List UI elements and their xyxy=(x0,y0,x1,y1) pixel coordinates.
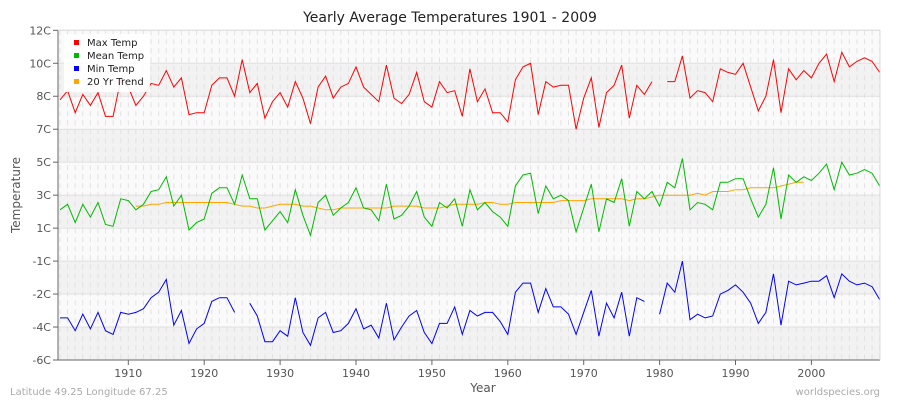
legend-swatch xyxy=(74,66,79,71)
y-tick-label: 12C xyxy=(29,24,51,37)
x-tick-label: 1920 xyxy=(190,367,218,380)
x-tick-label: 1960 xyxy=(494,367,522,380)
mean-temp-line xyxy=(59,158,881,238)
y-tick-label: -4C xyxy=(32,321,51,334)
x-tick-label: 2000 xyxy=(797,367,825,380)
chart-title: Yearly Average Temperatures 1901 - 2009 xyxy=(302,10,597,26)
y-axis-label: Temperature xyxy=(9,157,23,234)
y-tick-label: 1C xyxy=(36,222,51,235)
max-temp-line xyxy=(667,50,881,113)
x-tick-label: 1940 xyxy=(342,367,370,380)
20-yr-trend-line xyxy=(135,181,804,211)
series-lines xyxy=(59,50,881,347)
legend-swatch xyxy=(74,79,79,84)
y-tick-label: 8C xyxy=(36,90,51,103)
min-temp-line xyxy=(249,282,645,347)
legend: Max Temp Mean Temp Min Temp 20 Yr Trend xyxy=(64,34,150,92)
max-temp-line xyxy=(59,59,653,130)
x-tick-label: 1910 xyxy=(114,367,142,380)
y-tick-label: -6C xyxy=(32,354,51,367)
y-tick-label: 7C xyxy=(36,123,51,136)
legend-label: Mean Temp xyxy=(87,51,144,62)
x-tick-label: 1990 xyxy=(722,367,750,380)
legend-label: 20 Yr Trend xyxy=(87,77,144,88)
footer-location: Latitude 49.25 Longitude 67.25 xyxy=(10,387,168,398)
y-tick-label: 3C xyxy=(36,189,51,202)
x-tick-label: 1980 xyxy=(646,367,674,380)
min-temp-line xyxy=(659,260,881,326)
x-axis-label: Year xyxy=(469,381,495,395)
footer-source[interactable]: worldspecies.org xyxy=(796,387,880,398)
legend-label: Min Temp xyxy=(87,64,135,75)
y-tick-label: 10C xyxy=(29,57,51,70)
legend-swatch xyxy=(74,40,79,45)
min-temp-line xyxy=(60,277,236,345)
x-tick-label: 1950 xyxy=(418,367,446,380)
y-tick-label: -1C xyxy=(32,255,51,268)
axes: 12C 10C 8C 7C 5C 3C 1C -1C -2C -4C -6C 1910 1920 1930… xyxy=(29,24,881,380)
x-tick-label: 1970 xyxy=(570,367,598,380)
legend-label: Max Temp xyxy=(87,38,138,49)
y-tick-label: 5C xyxy=(36,156,51,169)
legend-swatch xyxy=(74,53,79,58)
x-tick-label: 1930 xyxy=(266,367,294,380)
y-tick-label: -2C xyxy=(32,288,51,301)
